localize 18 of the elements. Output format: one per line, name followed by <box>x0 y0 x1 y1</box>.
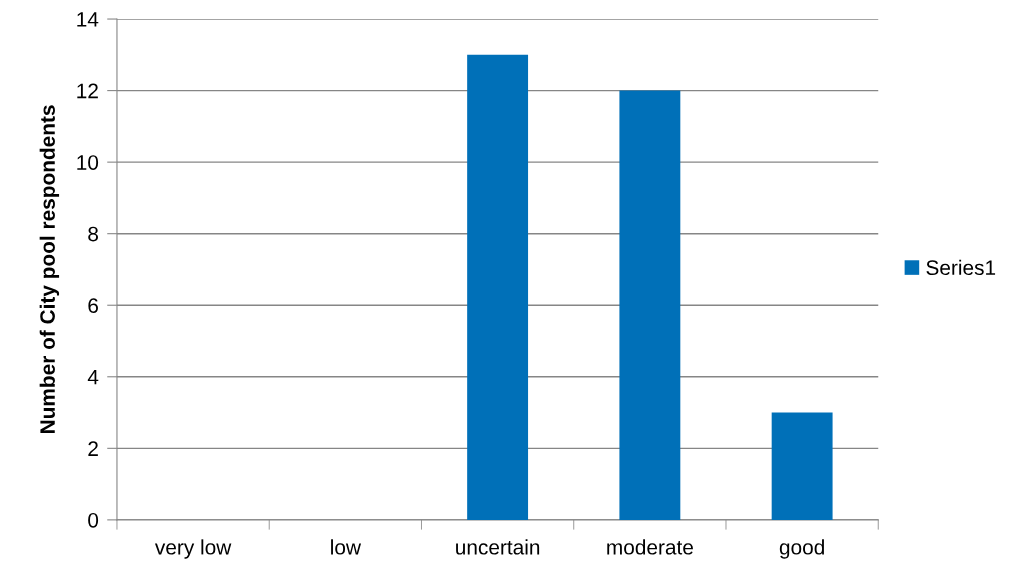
y-tick-label: 8 <box>88 226 98 242</box>
x-tick-label: uncertain <box>456 539 540 555</box>
y-tick-label: 12 <box>77 83 98 99</box>
legend-label: Series1 <box>926 259 996 276</box>
x-tick-label: very low <box>154 539 232 559</box>
bar <box>619 90 681 520</box>
y-tick-label: 10 <box>77 155 99 170</box>
x-tick-label: moderate <box>607 539 693 555</box>
y-axis-title: Number of City pool respondents <box>39 105 60 433</box>
y-tick-label: 2 <box>88 441 98 456</box>
bar <box>467 54 529 520</box>
x-tick-label: good <box>779 539 824 559</box>
bar <box>771 412 833 520</box>
x-tick-label: low <box>331 539 362 555</box>
y-tick-label: 6 <box>88 298 98 313</box>
y-tick-label: 4 <box>87 370 99 385</box>
y-tick-label: 0 <box>88 512 99 528</box>
y-tick-label: 14 <box>77 12 99 27</box>
